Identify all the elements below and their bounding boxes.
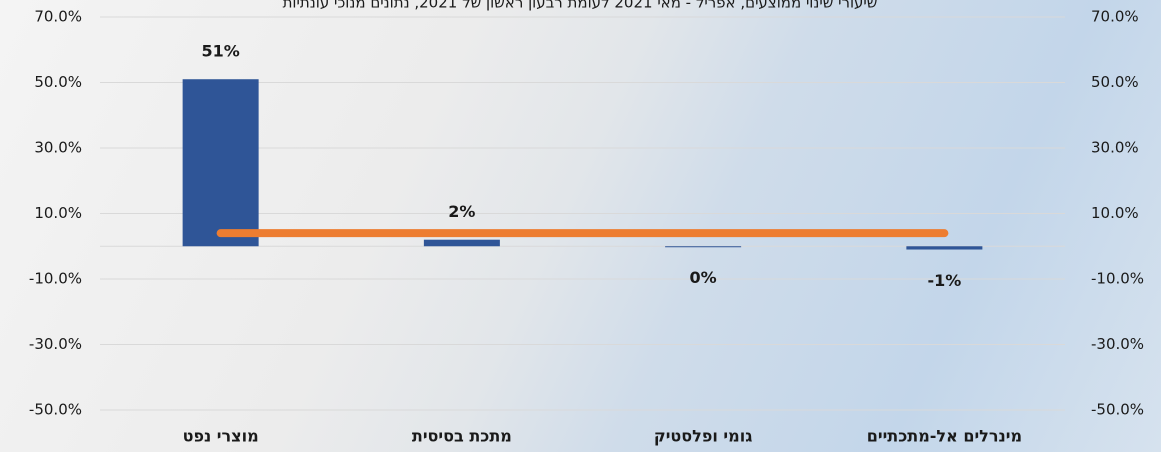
bar bbox=[183, 79, 259, 246]
y2-tick-label: -50.0% bbox=[1091, 401, 1144, 419]
y-tick-label: -30.0% bbox=[29, 335, 82, 353]
y-tick-label: 30.0% bbox=[34, 139, 82, 157]
x-tick-label: מוצרי נפט bbox=[183, 427, 259, 446]
data-label: 0% bbox=[690, 268, 717, 287]
y-tick-label: -50.0% bbox=[29, 401, 82, 419]
y2-tick-label: 30.0% bbox=[1091, 139, 1139, 157]
data-label: 2% bbox=[448, 202, 475, 221]
y-tick-label: 50.0% bbox=[34, 73, 82, 91]
chart: שיעורי שינוי ממוצעים, אפריל - מאי 2021 ל… bbox=[0, 0, 1161, 452]
data-label: 51% bbox=[201, 42, 239, 61]
y-tick-label: -10.0% bbox=[29, 270, 82, 288]
bar bbox=[424, 240, 500, 247]
page: שיעורי שינוי ממוצעים, אפריל - מאי 2021 ל… bbox=[0, 0, 1161, 452]
bar bbox=[906, 246, 982, 249]
y-tick-label: 10.0% bbox=[34, 204, 82, 222]
chart-title: שיעורי שינוי ממוצעים, אפריל - מאי 2021 ל… bbox=[283, 0, 878, 12]
x-tick-label: מינרלים אל-מתכתיים bbox=[867, 427, 1022, 446]
y2-tick-label: -10.0% bbox=[1091, 270, 1144, 288]
y2-tick-label: 50.0% bbox=[1091, 73, 1139, 91]
x-tick-label: גומי ופלסטיק bbox=[654, 427, 752, 446]
y2-tick-label: 70.0% bbox=[1091, 8, 1139, 26]
x-tick-label: מתכת בסיסית bbox=[412, 427, 512, 446]
y2-tick-label: 10.0% bbox=[1091, 204, 1139, 222]
bar bbox=[665, 246, 741, 247]
y-tick-label: 70.0% bbox=[34, 8, 82, 26]
data-label: -1% bbox=[927, 271, 961, 290]
y2-tick-label: -30.0% bbox=[1091, 335, 1144, 353]
